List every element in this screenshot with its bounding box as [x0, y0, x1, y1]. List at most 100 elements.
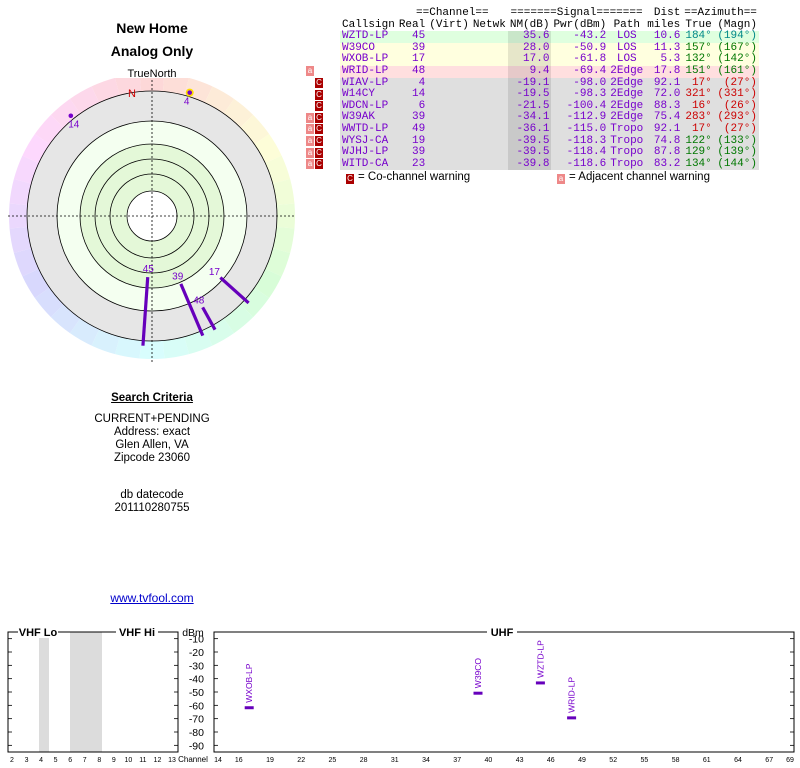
tvfool-link[interactable]: www.tvfool.com [110, 591, 194, 605]
x-tick-label: 5 [54, 757, 58, 764]
x-tick-label: 43 [516, 757, 524, 764]
search-criteria-heading: Search Criteria [111, 392, 193, 404]
cell-callsign: WRID-LP [340, 65, 397, 78]
x-tick-label: 9 [112, 757, 116, 764]
cell-callsign: W39CO [340, 42, 397, 55]
x-tick-label: 46 [547, 757, 555, 764]
cell-magn: (144°) [713, 158, 759, 171]
y-tick-label: -30 [189, 660, 204, 672]
station-dot [187, 90, 193, 95]
cell-netwk [470, 135, 508, 148]
cell-virt [427, 135, 471, 148]
table-row: a C W39AK 39 -34.1 -112.9 2Edge 75.4 283° (293°) [306, 112, 759, 124]
cell-callsign: WJHJ-LP [340, 147, 397, 159]
cell-true: 321° [682, 89, 714, 101]
cell-virt [427, 54, 471, 66]
x-tick-label: 69 [786, 757, 794, 764]
cell-magn: (293°) [713, 112, 759, 124]
cell-virt [427, 123, 471, 136]
x-tick-label: 7 [83, 757, 87, 764]
cell-virt [427, 77, 471, 90]
co-channel-warning-icon: C [315, 147, 323, 158]
cell-virt [427, 100, 471, 113]
cell-nm: -39.5 [507, 135, 552, 148]
cell-true: 17° [682, 123, 714, 136]
cell-dist: 11.3 [645, 42, 683, 55]
cell-dist: 92.1 [645, 123, 683, 136]
y-tick-label: -90 [189, 740, 204, 752]
signal-bar [244, 706, 254, 710]
page-subtitle: Analog Only [110, 43, 194, 59]
table-row: a C WJHJ-LP 39 -39.5 -118.4 Tropo 87.8 129° (139°… [306, 147, 759, 159]
vhf-gap-block [70, 632, 102, 752]
cell-callsign: WZTD-LP [340, 31, 397, 43]
cell-true: 184° [682, 31, 714, 43]
adjacent-warning-icon: a [306, 159, 314, 170]
station-bar-label: 39 [172, 272, 184, 283]
x-tick-label: 58 [672, 757, 680, 764]
station-bar [201, 306, 217, 331]
cell-magn: (194°) [713, 31, 759, 43]
cell-virt [427, 112, 471, 124]
cell-netwk [470, 158, 508, 171]
cell-nm: 28.0 [507, 42, 552, 55]
co-channel-label: = Co-channel warning [358, 171, 471, 183]
cell-real: 39 [396, 112, 428, 124]
x-tick-label: 61 [703, 757, 711, 764]
x-tick-label: 31 [391, 757, 399, 764]
y-tick-label: -40 [189, 674, 204, 686]
cell-real: 19 [396, 135, 428, 148]
table-row: a C WWTD-LP 49 -36.1 -115.0 Tropo 92.1 17° (27°) [306, 122, 759, 136]
co-channel-warning-icon: C [315, 101, 323, 112]
group-header-signal: =======Signal======= [510, 7, 643, 19]
warn-cell: a [306, 66, 340, 78]
cell-true: 134° [682, 158, 714, 171]
criteria-line: Glen Allen, VA [115, 439, 189, 451]
x-tick-label: 34 [422, 757, 430, 764]
column-header: Pwr(dBm) [553, 18, 607, 31]
co-channel-warning-icon: C [315, 112, 323, 123]
vhf-lo-label: VHF Lo [19, 627, 58, 639]
cell-nm: 9.4 [507, 65, 552, 78]
cell-netwk [470, 77, 508, 90]
uhf-frame [213, 631, 795, 753]
cell-callsign: WYSJ-CA [340, 135, 397, 148]
y-tick-label: -50 [189, 687, 204, 699]
station-bar [179, 283, 205, 337]
cell-real: 45 [396, 31, 428, 43]
x-tick-label: 49 [578, 757, 586, 764]
co-channel-warning-icon: C [315, 136, 323, 147]
cell-true: 157° [682, 42, 714, 55]
cell-netwk [470, 147, 508, 159]
station-dot-label: 4 [184, 97, 190, 108]
table-row: W39CO 39 28.0 -50.9 LOS 11.3 157° (167°) [324, 42, 759, 55]
cell-real: 4 [396, 77, 428, 90]
cell-true: 16° [682, 100, 714, 113]
cell-real: 17 [396, 54, 428, 66]
adjacent-warning-icon: a [306, 136, 314, 147]
table-row: a C WYSJ-CA 19 -39.5 -118.3 Tropo 74.8 122° (133°… [306, 135, 759, 148]
warn-cell [324, 54, 340, 66]
cell-true: 151° [682, 65, 714, 78]
cell-dist: 83.2 [645, 158, 683, 171]
cell-path: 2Edge [608, 76, 646, 90]
adjacent-warning-icon: a [306, 66, 314, 77]
criteria-line: CURRENT+PENDING [94, 413, 210, 425]
x-tick-label: 55 [641, 757, 649, 764]
cell-real: 49 [396, 123, 428, 136]
adjacent-channel-legend: a = Adjacent channel warning [557, 171, 710, 184]
group-header-azimuth: ==Azimuth== [684, 7, 757, 19]
cell-netwk [470, 42, 508, 55]
station-bar-label: 17 [209, 267, 221, 278]
cell-pwr: -112.9 [551, 112, 609, 124]
column-header: Real [398, 18, 426, 31]
cell-dist: 5.3 [645, 54, 683, 66]
cell-path: Tropo [608, 122, 646, 136]
cell-pwr: -50.9 [551, 42, 609, 55]
x-tick-label: 37 [453, 757, 461, 764]
cell-nm: 17.0 [507, 54, 552, 66]
x-tick-label: 10 [124, 757, 132, 764]
station-dot [68, 113, 74, 119]
